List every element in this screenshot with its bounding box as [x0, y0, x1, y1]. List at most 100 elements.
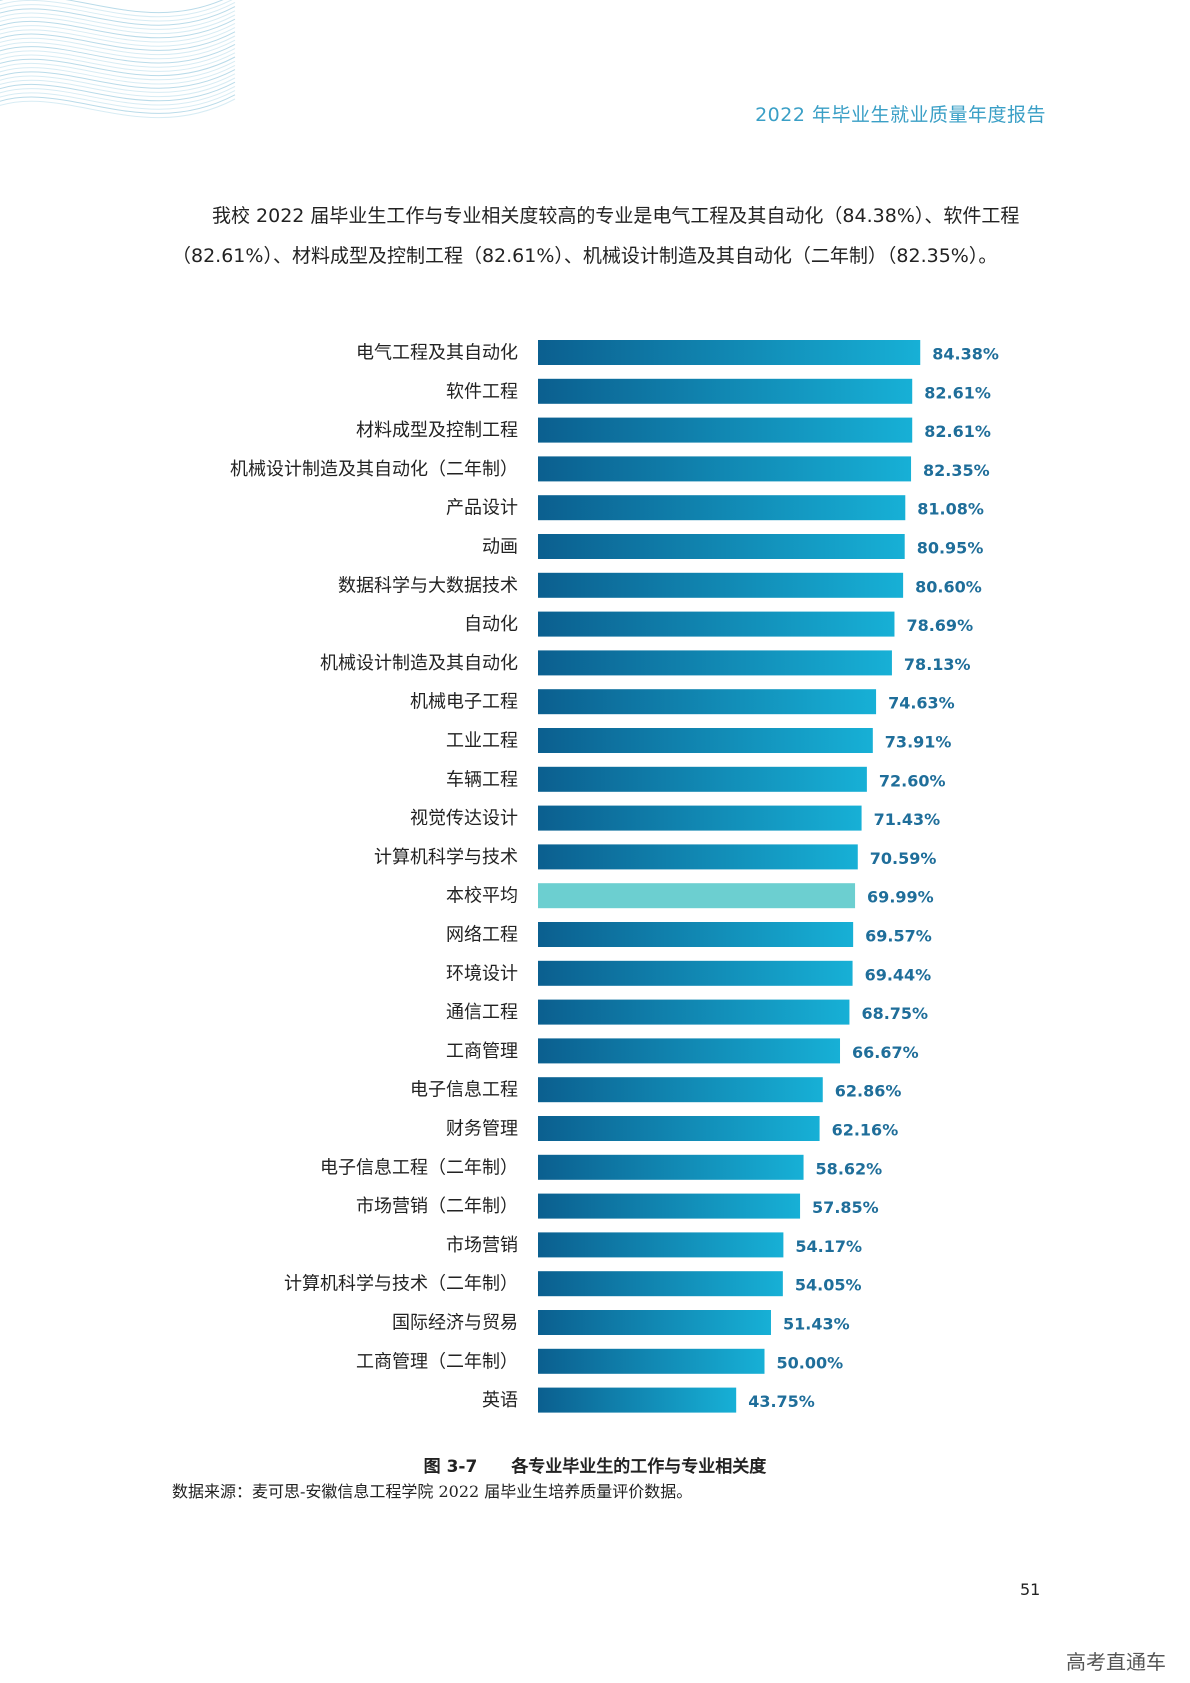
category-label: 机械设计制造及其自动化 [320, 653, 518, 674]
value-label: 69.57% [865, 927, 932, 946]
value-label: 62.16% [832, 1121, 899, 1140]
wave-line [0, 31, 236, 51]
value-label: 82.61% [924, 383, 991, 402]
category-label: 车辆工程 [446, 769, 518, 790]
wave-line [0, 81, 236, 102]
bar [538, 1193, 801, 1219]
category-label: 数据科学与大数据技术 [338, 575, 518, 596]
bar [538, 766, 867, 792]
value-label: 58.62% [816, 1159, 883, 1178]
value-label: 80.60% [915, 577, 982, 596]
bar [538, 340, 921, 365]
wave-line [0, 48, 236, 68]
wave-line [0, 90, 236, 110]
value-label: 80.95% [917, 539, 984, 558]
value-label: 84.38% [932, 345, 999, 364]
category-label: 视觉传达设计 [410, 808, 518, 829]
bar [538, 689, 877, 715]
category-label: 网络工程 [446, 925, 518, 946]
value-label: 78.13% [904, 655, 971, 674]
value-label: 54.05% [795, 1276, 862, 1295]
bar [538, 728, 873, 753]
value-label: 66.67% [852, 1043, 919, 1062]
bar [538, 1232, 784, 1258]
category-label: 市场营销（二年制） [356, 1196, 518, 1217]
bar [538, 495, 906, 521]
bar [538, 922, 854, 947]
value-label: 54.17% [795, 1237, 862, 1256]
figure-title: 各专业毕业生的工作与专业相关度 [511, 1457, 767, 1477]
bar [538, 611, 895, 637]
value-label: 62.86% [835, 1082, 902, 1101]
category-label: 自动化 [464, 614, 518, 635]
category-label: 机械设计制造及其自动化（二年制） [230, 459, 518, 480]
header-wave-decoration [0, 0, 236, 119]
bar [538, 572, 904, 598]
category-label: 产品设计 [446, 498, 518, 519]
category-label: 通信工程 [446, 1002, 518, 1023]
wave-line [0, 39, 236, 60]
category-label: 机械电子工程 [410, 692, 518, 713]
wave-line [0, 35, 236, 56]
category-label: 计算机科学与技术（二年制） [284, 1274, 518, 1295]
wave-line [0, 56, 236, 77]
value-label: 73.91% [885, 733, 952, 752]
value-label: 51.43% [783, 1315, 850, 1334]
bar-average [538, 883, 856, 909]
value-label: 82.61% [924, 422, 991, 441]
category-label: 动画 [482, 537, 518, 558]
wave-line [0, 18, 236, 39]
bar [538, 1154, 804, 1180]
value-label: 71.43% [874, 810, 941, 829]
wave-line [0, 14, 236, 35]
bar [538, 1077, 823, 1103]
category-label: 计算机科学与技术 [374, 847, 518, 868]
wave-line [0, 52, 236, 72]
value-label: 57.85% [812, 1198, 879, 1217]
category-label: 电气工程及其自动化 [356, 343, 518, 364]
value-label: 68.75% [861, 1004, 928, 1023]
wave-line [0, 43, 236, 64]
watermark-text: 高考直通车 [1066, 1650, 1166, 1674]
bar [538, 1116, 820, 1141]
category-label: 工商管理（二年制） [356, 1351, 518, 1372]
wave-line [0, 85, 236, 106]
bar [538, 1038, 841, 1064]
bar [538, 844, 858, 870]
category-label: 材料成型及控制工程 [356, 420, 518, 441]
value-label: 69.99% [867, 888, 934, 907]
bar [538, 378, 913, 404]
bar [538, 1271, 783, 1297]
wave-line [0, 64, 236, 85]
bar-series: 电气工程及其自动化 84.38% 软件工程 82.61% 材料成型及控制工程 82.61%… [230, 340, 999, 1413]
wave-line [0, 98, 236, 119]
value-label: 50.00% [777, 1353, 844, 1372]
bar [538, 1348, 765, 1374]
value-label: 69.44% [865, 965, 932, 984]
category-label: 软件工程 [446, 381, 518, 402]
value-label: 74.63% [888, 694, 955, 713]
page-number: 51 [1020, 1580, 1041, 1599]
bar [538, 534, 905, 559]
bar [538, 1387, 737, 1413]
report-header: 2022 年毕业生就业质量年度报告 [755, 104, 1046, 126]
figure-number: 图 3-7 [423, 1457, 478, 1477]
category-label: 国际经济与贸易 [392, 1313, 518, 1334]
wave-line [0, 0, 224, 14]
bar [538, 805, 862, 831]
wave-line [0, 1, 236, 22]
wave-line [0, 77, 236, 98]
wave-line [0, 27, 236, 47]
value-label: 70.59% [870, 849, 937, 868]
category-label: 电子信息工程（二年制） [320, 1157, 518, 1178]
category-label: 环境设计 [446, 963, 518, 984]
wave-line [0, 60, 236, 81]
category-label: 财务管理 [446, 1119, 518, 1140]
value-label: 81.08% [917, 500, 984, 519]
category-label: 本校平均 [446, 886, 518, 907]
category-label: 工业工程 [446, 731, 518, 752]
wave-line [0, 0, 233, 18]
bar-chart: 电气工程及其自动化 84.38% 软件工程 82.61% 材料成型及控制工程 82.61%… [230, 340, 999, 1413]
category-label: 英语 [482, 1390, 518, 1411]
intro-paragraph: 我校 2022 届毕业生工作与专业相关度较高的专业是电气工程及其自动化（84.3… [172, 205, 1020, 267]
